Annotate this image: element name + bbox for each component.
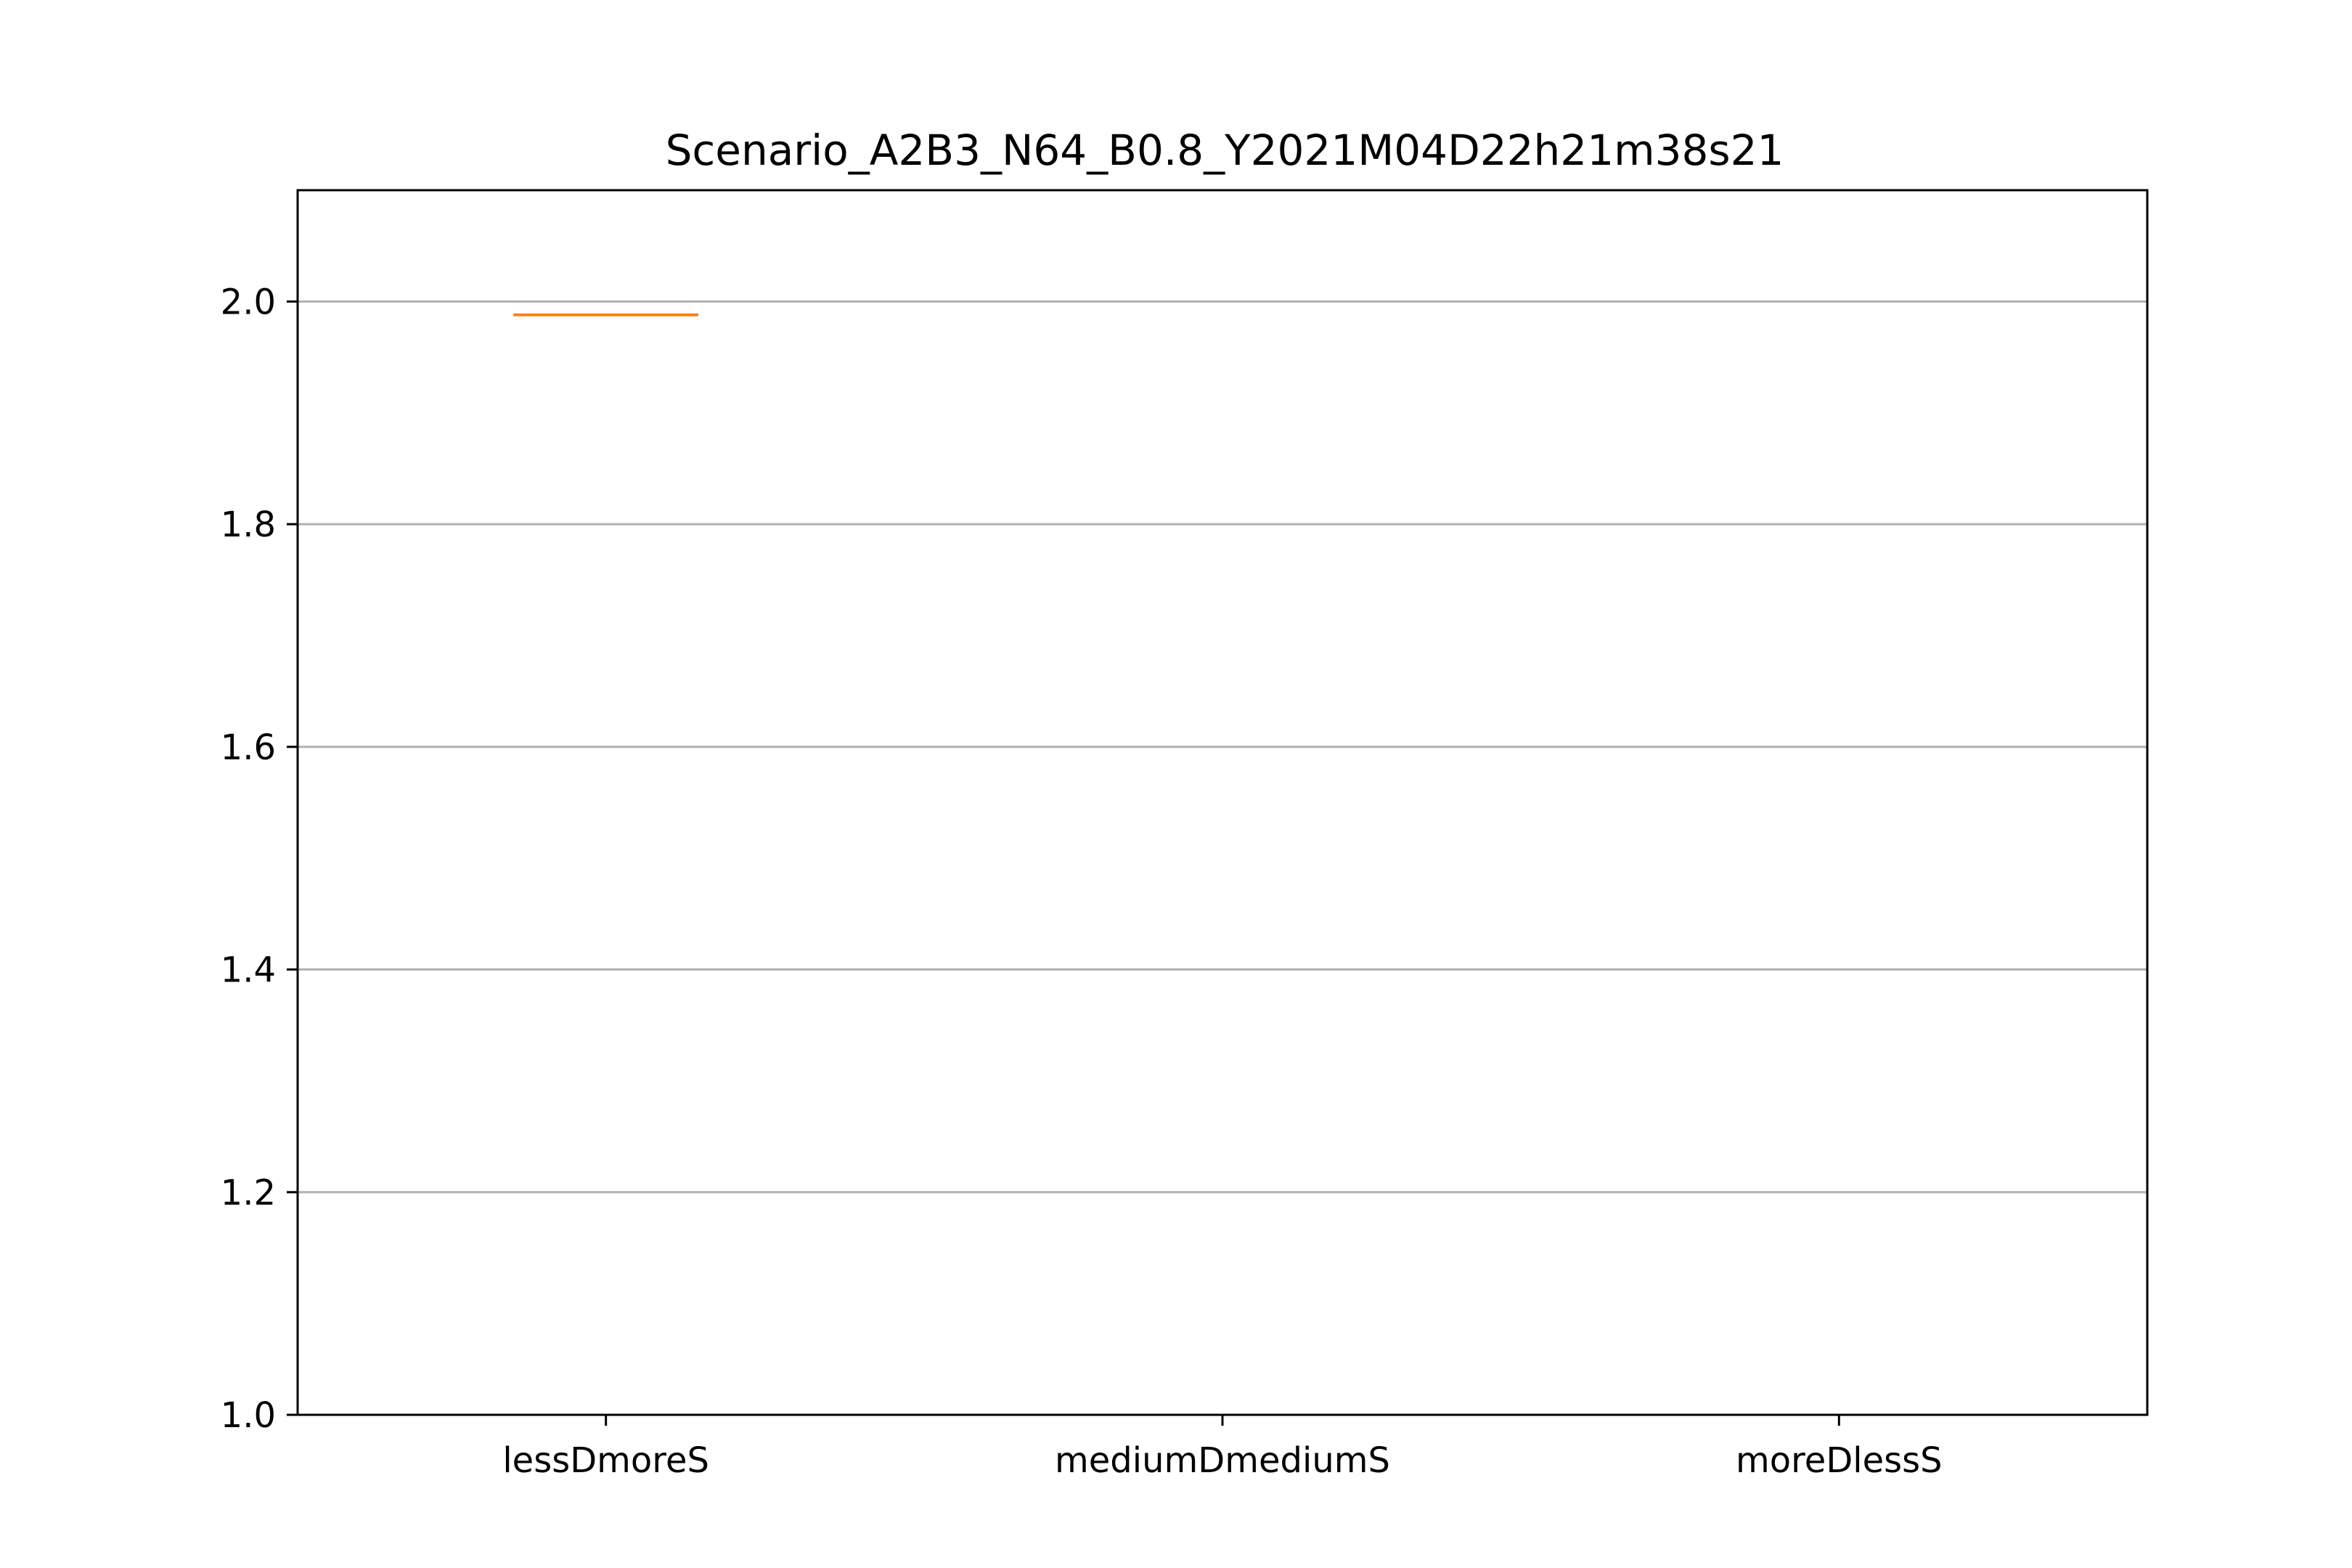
y-tick-label: 1.6 [221,727,276,768]
y-tick-label: 1.2 [221,1172,276,1213]
x-axis: lessDmoreS mediumDmediumS moreDlessS [502,1415,1943,1481]
x-tick-label: moreDlessS [1736,1440,1943,1481]
y-tick-label: 1.8 [221,505,276,545]
y-tick-label: 1.0 [221,1395,276,1436]
y-axis: 1.0 1.2 1.4 1.6 1.8 2.0 [221,282,298,1436]
x-tick-label: lessDmoreS [502,1440,709,1481]
chart-title: Scenario_A2B3_N64_B0.8_Y2021M04D22h21m38… [666,126,1784,175]
x-tick-label: mediumDmediumS [1055,1440,1390,1481]
y-tick-label: 1.4 [221,950,276,991]
y-tick-label: 2.0 [221,282,276,322]
